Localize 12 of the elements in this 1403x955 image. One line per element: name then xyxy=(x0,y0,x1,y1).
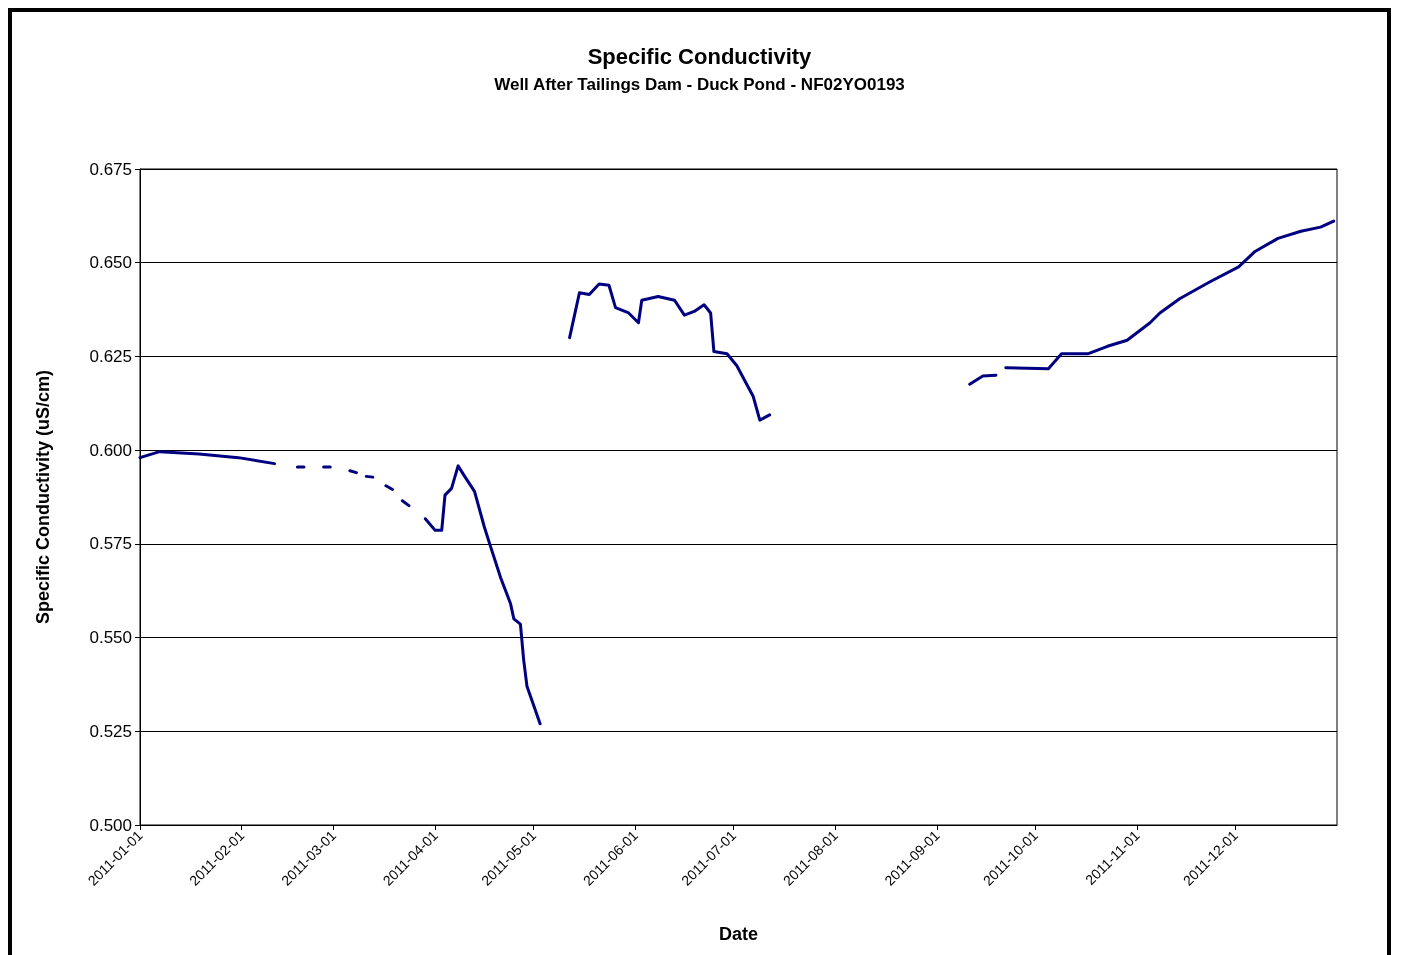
y-tick-label: 0.650 xyxy=(89,253,132,273)
chart-subtitle: Well After Tailings Dam - Duck Pond - NF02YO0193 xyxy=(494,75,905,94)
y-tick-label: 0.600 xyxy=(89,440,132,460)
y-tick-label: 0.550 xyxy=(89,628,132,648)
y-tick-label: 0.525 xyxy=(89,721,132,741)
y-axis-title: Specific Conductivity (uS/cm) xyxy=(33,369,53,625)
chart-title: Specific Conductivity xyxy=(587,43,813,69)
x-axis-title: Date xyxy=(718,924,759,944)
y-tick-label: 0.625 xyxy=(89,346,132,366)
y-tick-label: 0.675 xyxy=(89,159,132,179)
y-tick-label: 0.500 xyxy=(89,815,132,835)
y-tick-label: 0.575 xyxy=(89,534,132,554)
